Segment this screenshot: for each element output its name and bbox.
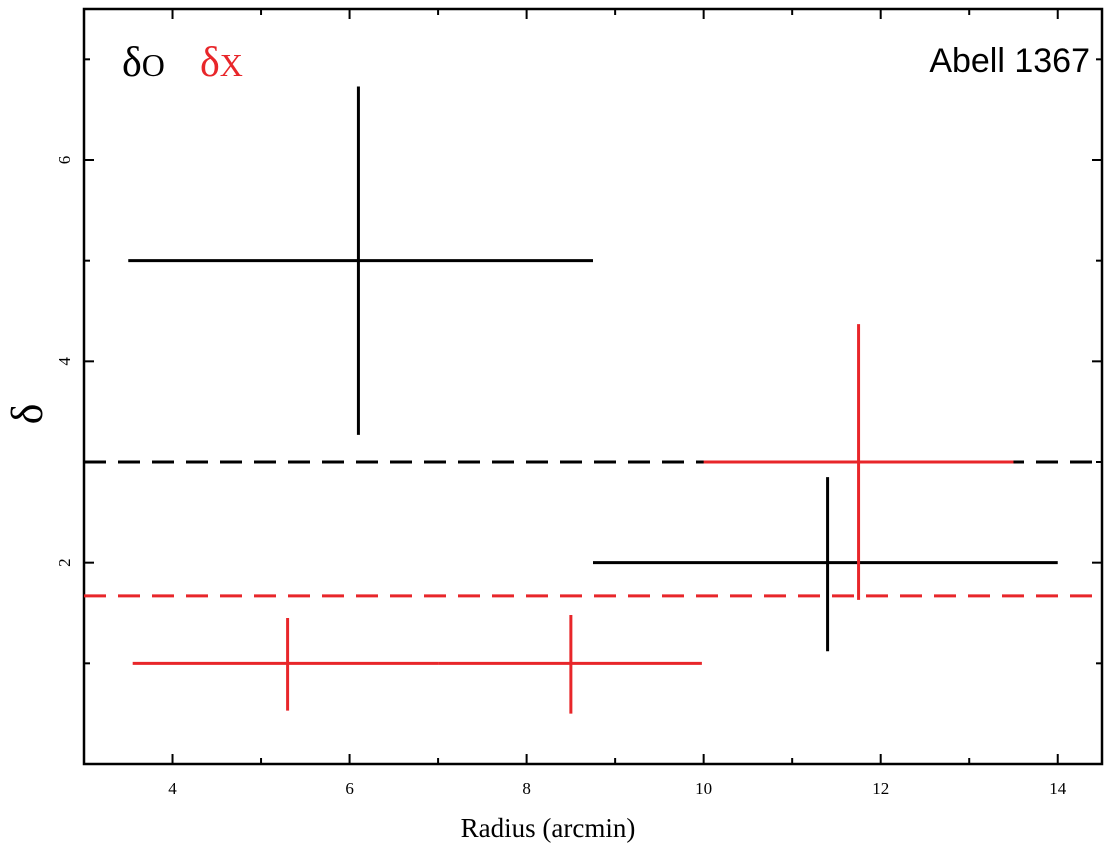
plot-frame <box>82 7 1104 766</box>
data-point-delta-x <box>438 615 702 714</box>
legend-delta-x-sub: X <box>220 47 243 83</box>
reference-lines <box>84 460 1102 598</box>
data-point-delta-x <box>703 324 1014 600</box>
x-tick-label: 12 <box>872 779 889 798</box>
x-tick-label: 14 <box>1049 779 1067 798</box>
x-tick-label: 8 <box>522 779 531 798</box>
legend-delta-x-symbol: δ <box>200 40 220 86</box>
y-axis-title: δ <box>3 404 52 425</box>
data-points <box>128 86 1058 714</box>
x-tick-label: 6 <box>345 779 354 798</box>
x-axis-title: Radius (arcmin) <box>461 813 636 843</box>
legend-item-delta-o: δO <box>122 40 165 86</box>
legend-item-delta-x: δX <box>200 40 243 86</box>
cluster-label: Abell 1367 <box>929 42 1090 80</box>
y-tick-label: 4 <box>55 357 74 366</box>
data-point-delta-o <box>128 86 593 435</box>
x-tick-label: 4 <box>168 779 177 798</box>
data-point-delta-x <box>132 618 439 711</box>
x-tick-label: 10 <box>695 779 712 798</box>
legend-delta-o-symbol: δ <box>122 40 142 86</box>
y-tick-label: 6 <box>55 156 74 165</box>
legend-delta-o-sub: O <box>142 47 165 83</box>
legend: δO δX <box>122 40 243 86</box>
y-tick-label: 2 <box>55 558 74 567</box>
axes: 4 6 8 10 12 14 2 4 6 <box>55 9 1102 798</box>
data-point-delta-o <box>593 477 1058 652</box>
